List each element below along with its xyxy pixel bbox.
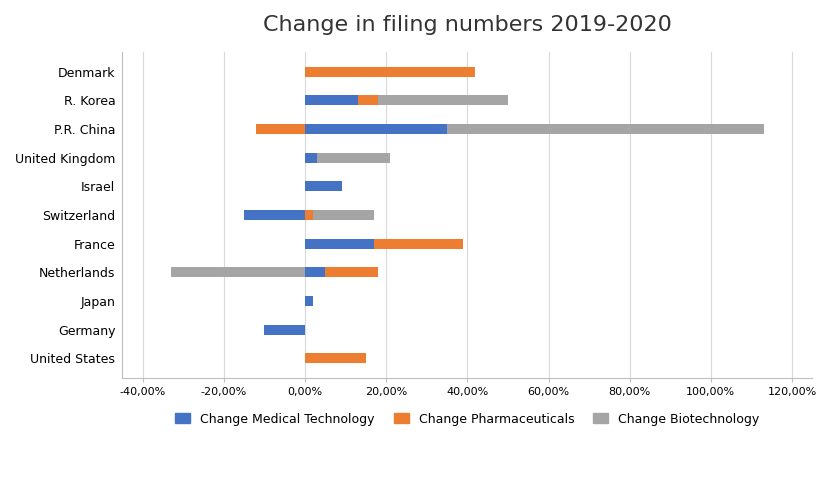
- Bar: [257, 124, 305, 134]
- Bar: [305, 124, 447, 134]
- Bar: [305, 210, 313, 220]
- Bar: [305, 67, 476, 77]
- Bar: [325, 267, 378, 277]
- Bar: [305, 267, 325, 277]
- Bar: [171, 267, 305, 277]
- Title: Change in filing numbers 2019-2020: Change in filing numbers 2019-2020: [263, 15, 671, 35]
- Bar: [305, 239, 374, 248]
- Bar: [244, 210, 305, 220]
- Bar: [378, 96, 508, 105]
- Bar: [317, 152, 390, 163]
- Legend: Change Medical Technology, Change Pharmaceuticals, Change Biotechnology: Change Medical Technology, Change Pharma…: [171, 407, 765, 431]
- Bar: [264, 325, 305, 335]
- Bar: [313, 210, 374, 220]
- Bar: [374, 239, 463, 248]
- Bar: [305, 181, 342, 191]
- Bar: [305, 96, 357, 105]
- Bar: [357, 96, 378, 105]
- Bar: [447, 124, 764, 134]
- Bar: [305, 296, 313, 306]
- Bar: [305, 353, 366, 363]
- Bar: [305, 152, 317, 163]
